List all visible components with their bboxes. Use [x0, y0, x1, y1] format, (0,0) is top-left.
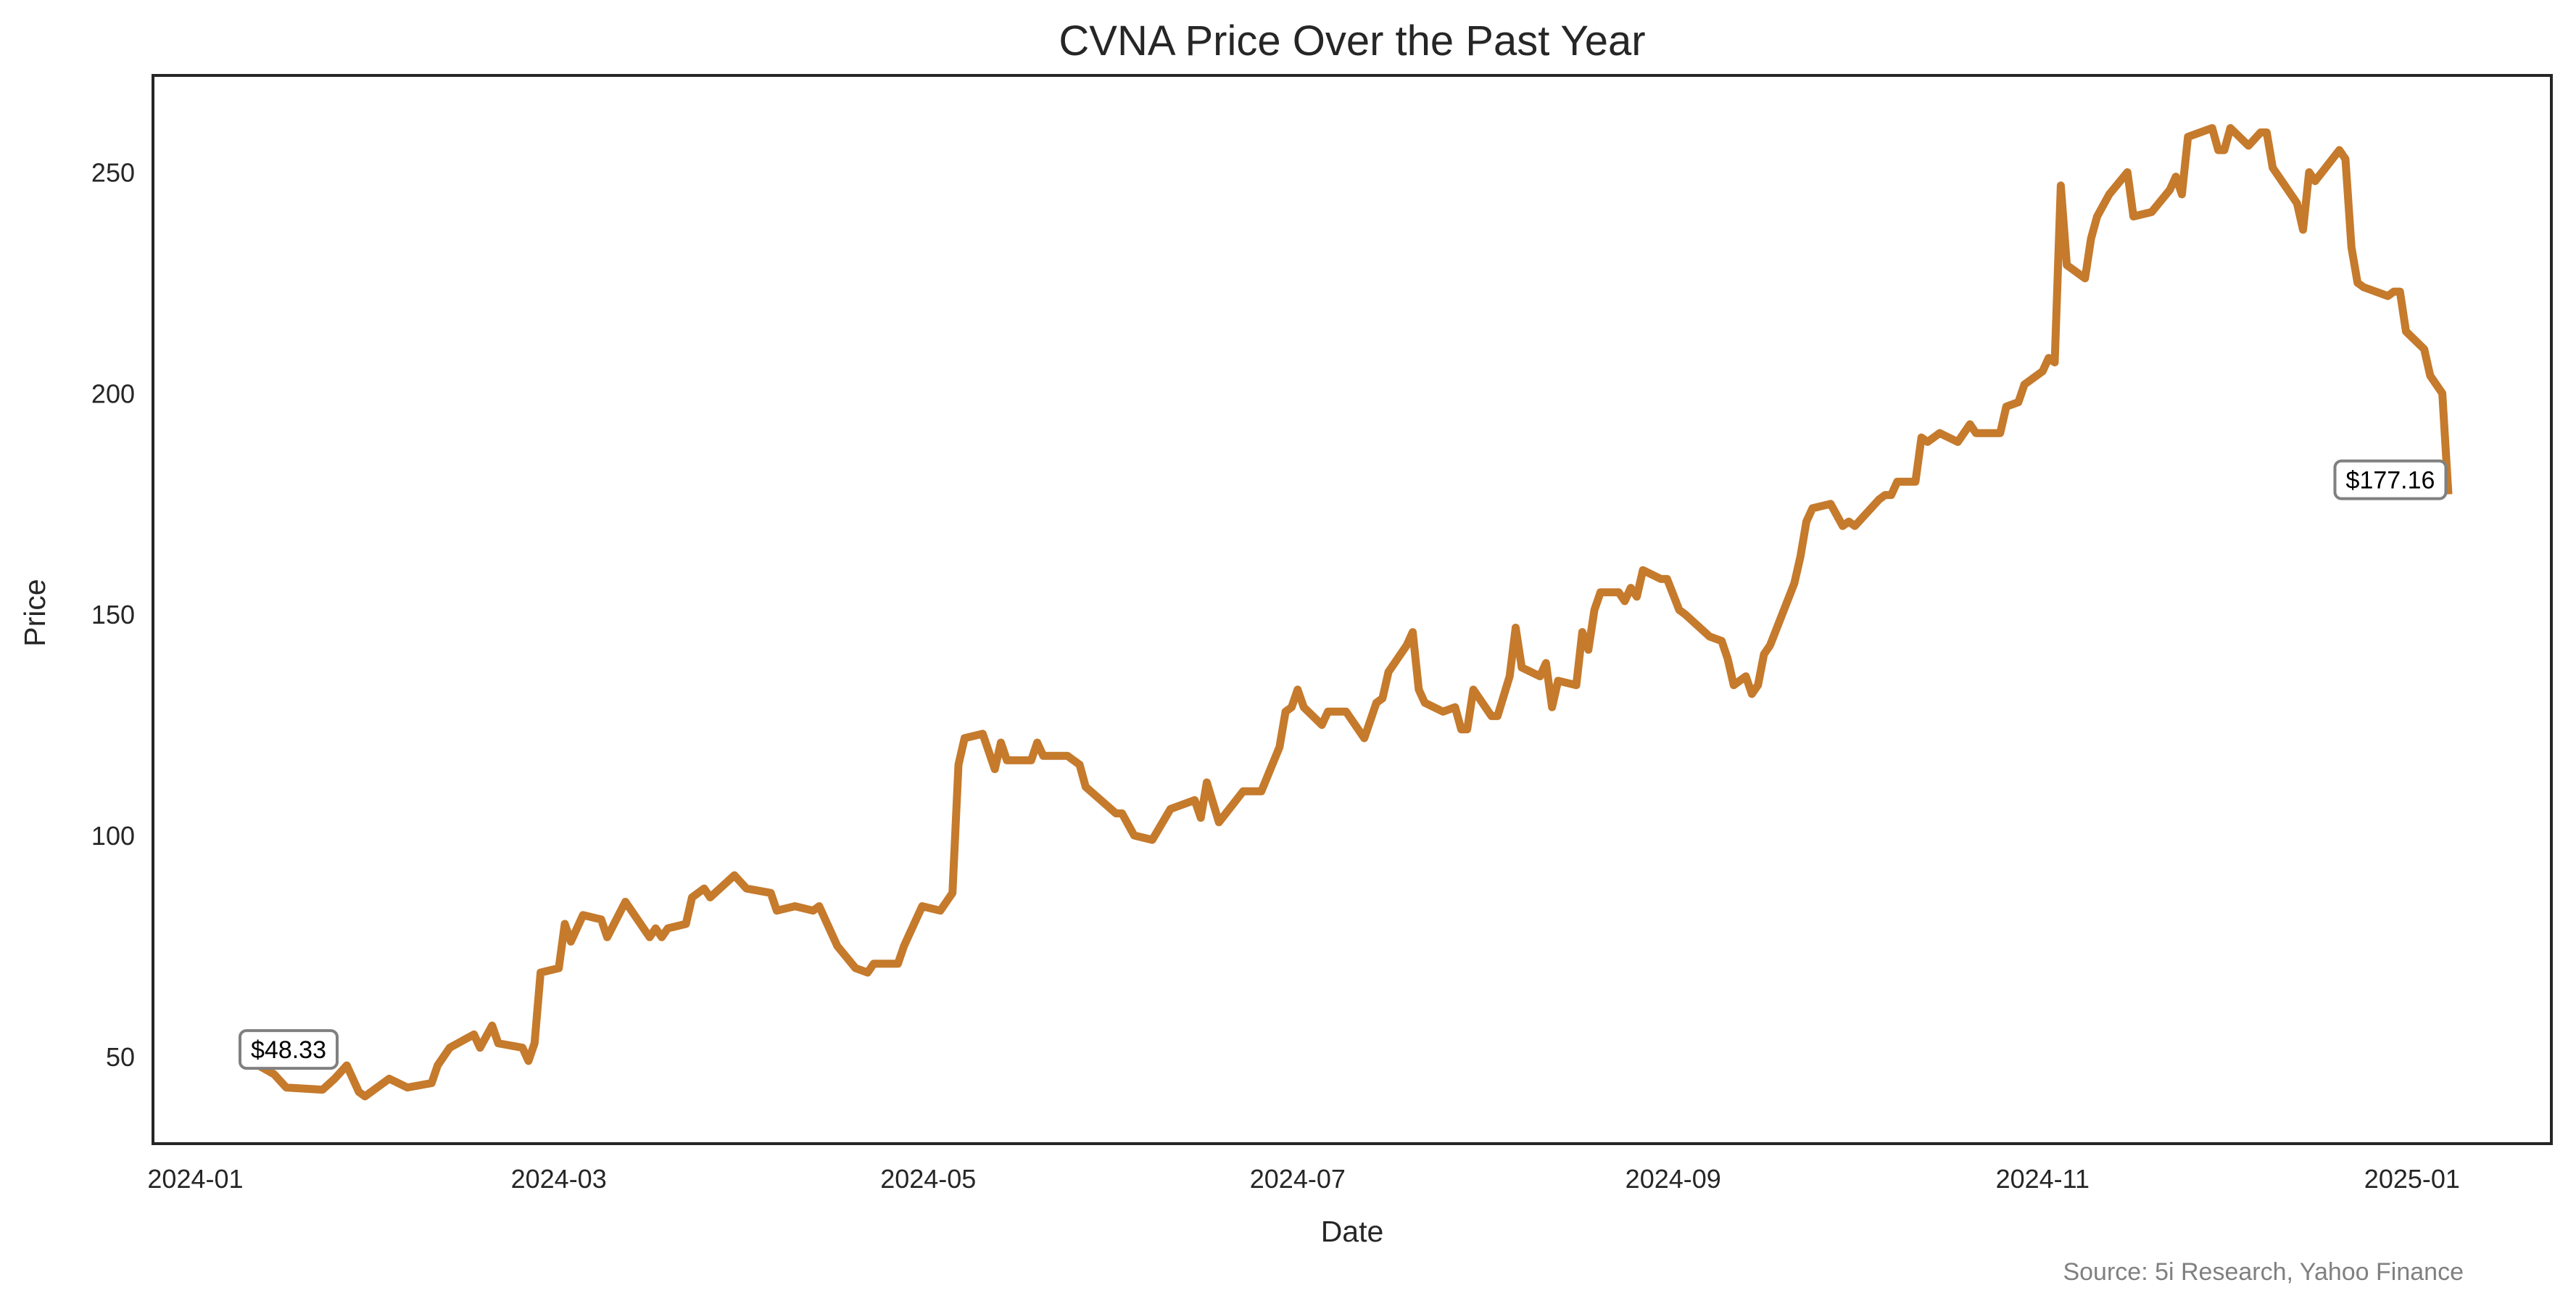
source-note: Source: 5i Research, Yahoo Finance — [2063, 1258, 2464, 1286]
x-tick-label: 2024-05 — [880, 1164, 976, 1194]
x-tick-label: 2024-11 — [1996, 1164, 2090, 1194]
y-tick-label: 200 — [91, 379, 135, 408]
chart-title: CVNA Price Over the Past Year — [1059, 17, 1645, 65]
x-axis-label: Date — [1321, 1215, 1384, 1248]
y-tick-label: 250 — [91, 158, 135, 188]
y-tick-label: 50 — [106, 1042, 135, 1072]
annotation-box — [239, 1029, 339, 1070]
x-tick-label: 2024-01 — [147, 1164, 243, 1194]
x-tick-label: 2024-07 — [1250, 1164, 1346, 1194]
x-tick-label: 2024-03 — [511, 1164, 607, 1194]
x-tick-label: 2025-01 — [2364, 1164, 2460, 1194]
price-annotation: $177.16 — [2333, 459, 2448, 500]
x-axis-ticks: 2024-01 2024-03 2024-05 2024-07 2024-09 2024-… — [147, 1164, 2460, 1194]
y-tick-label: 150 — [91, 600, 135, 629]
annotation-label: $48.33 — [251, 1036, 326, 1064]
y-axis-ticks: 50 100 150 200 250 — [91, 158, 135, 1072]
plot-frame — [152, 74, 2553, 1145]
annotation-label: $177.16 — [2346, 467, 2435, 495]
annotations: $48.33 $177.16 — [239, 459, 2448, 1070]
y-axis-label: Price — [18, 579, 51, 646]
x-tick-label: 2024-09 — [1625, 1164, 1721, 1194]
price-annotation: $48.33 — [239, 1029, 339, 1070]
y-tick-label: 100 — [91, 821, 135, 851]
series-group — [254, 124, 2453, 1101]
price-line — [254, 124, 2453, 1101]
annotation-box — [2333, 459, 2448, 500]
